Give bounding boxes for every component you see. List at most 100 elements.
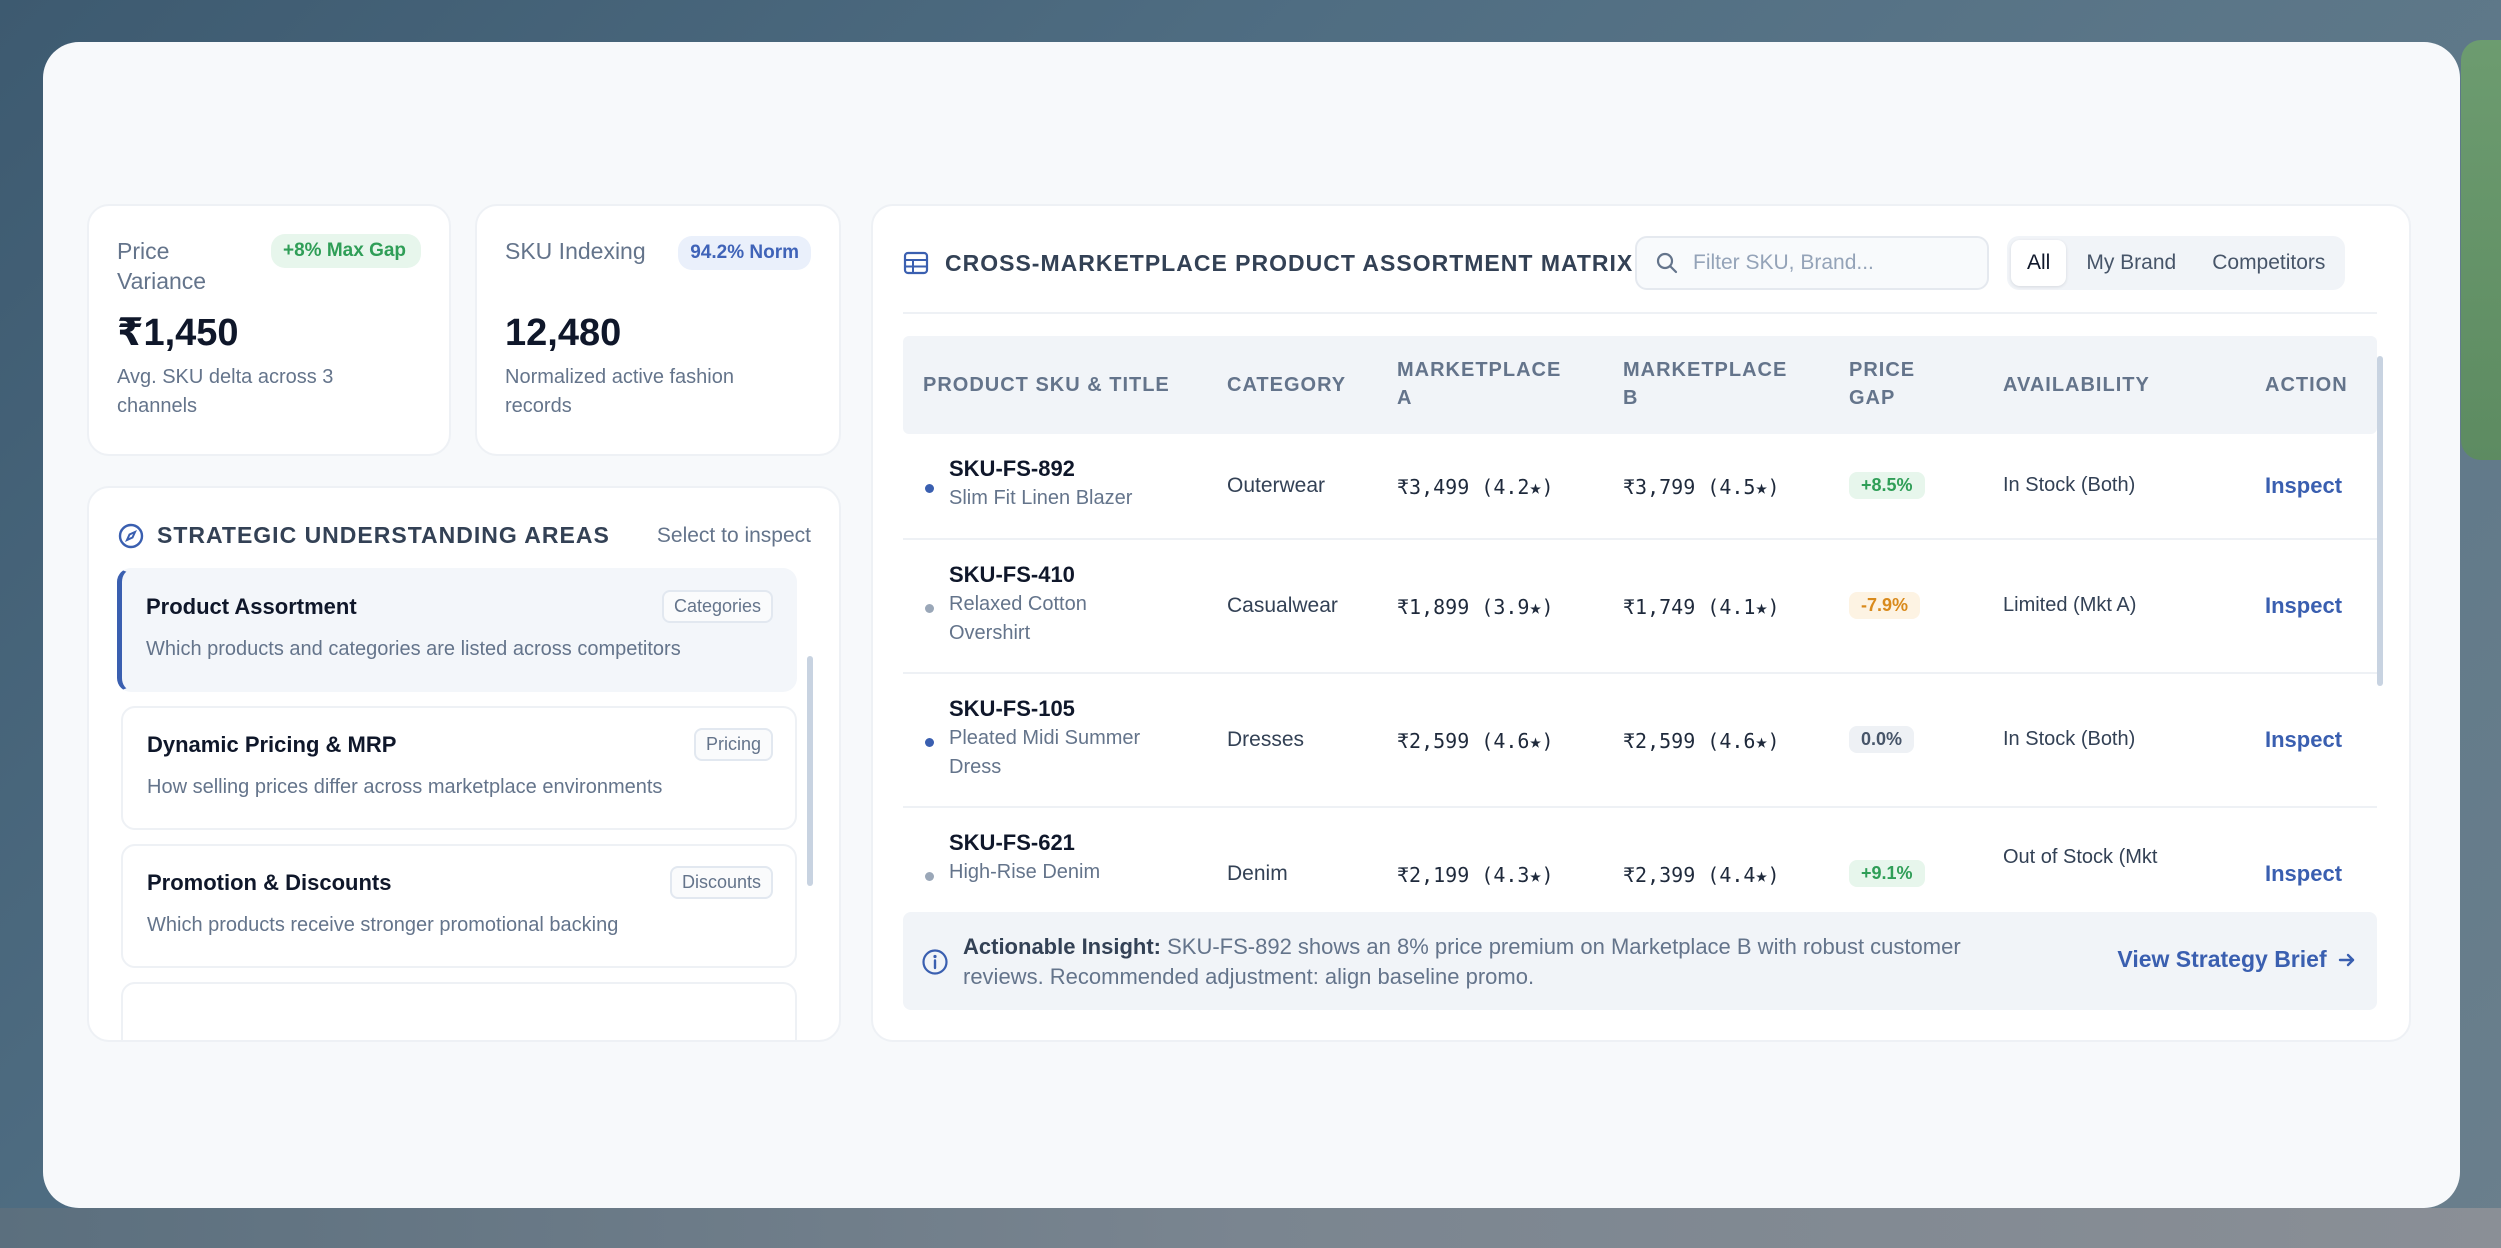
col-header-marketplace-a: MARKETPLACE A	[1397, 359, 1562, 409]
view-strategy-brief-link[interactable]: View Strategy Brief	[2117, 946, 2357, 973]
marketplace-a-cell: ₹1,899 (3.9★)	[1397, 595, 1554, 619]
sku-title: Relaxed Cotton	[949, 593, 1087, 615]
sku-id: SKU-FS-621	[949, 830, 1075, 855]
background-foliage	[2461, 40, 2501, 460]
sku-title: Slim Fit Linen Blazer	[949, 487, 1133, 509]
assortment-matrix-panel: CROSS-MARKETPLACE PRODUCT ASSORTMENT MAT…	[871, 204, 2411, 1042]
table-row: SKU-FS-410 Relaxed Cotton Overshirt Casu…	[903, 540, 2377, 674]
availability-cell: Out of Stock (Mkt	[2003, 846, 2158, 868]
strategic-item-tag: Categories	[661, 590, 773, 623]
sku-cell: SKU-FS-892 Slim Fit Linen Blazer	[949, 456, 1132, 513]
table-row: SKU-FS-621 High-Rise Denim Denim ₹2,199 …	[903, 808, 2377, 912]
strategic-panel: STRATEGIC UNDERSTANDING AREAS Select to …	[87, 486, 841, 1042]
scrollbar[interactable]	[807, 656, 813, 886]
kpi-subtitle: Normalized active fashion records	[505, 366, 734, 417]
section-hint: Select to inspect	[656, 524, 811, 547]
price-gap-badge: +9.1%	[1849, 860, 1925, 887]
kpi-label: Price Variance	[117, 238, 207, 294]
insight-lead: Actionable Insight:	[963, 934, 1161, 959]
marketplace-a-cell: ₹3,499 (4.2★)	[1397, 475, 1554, 499]
info-icon	[922, 949, 948, 975]
kpi-value: ₹1,450	[117, 312, 239, 354]
strategic-item-next[interactable]	[121, 982, 797, 1040]
table-scrollbar[interactable]	[2377, 356, 2383, 686]
table-row: SKU-FS-105 Pleated Midi Summer Dress Dre…	[903, 674, 2377, 808]
search-box[interactable]	[1635, 236, 1989, 290]
insight-banner: Actionable Insight: SKU-FS-892 shows an …	[903, 912, 2377, 1010]
col-header-category: CATEGORY	[1227, 374, 1347, 396]
search-icon	[1656, 252, 1678, 274]
col-header-sku: PRODUCT SKU & TITLE	[923, 374, 1170, 396]
col-header-availability: AVAILABILITY	[2003, 374, 2150, 396]
col-header-action: ACTION	[2265, 374, 2348, 396]
strategic-item-tag: Pricing	[693, 728, 773, 761]
strategic-item-title: Dynamic Pricing & MRP	[147, 732, 397, 757]
sku-cell: SKU-FS-105 Pleated Midi Summer Dress	[949, 696, 1140, 782]
strategic-item-desc: How selling prices differ across marketp…	[147, 776, 663, 798]
inspect-link[interactable]: Inspect	[2265, 473, 2343, 498]
table-header: PRODUCT SKU & TITLE CATEGORY MARKETPLACE…	[903, 336, 2377, 434]
insight-text: Actionable Insight: SKU-FS-892 shows an …	[963, 932, 2043, 992]
strategic-item-tag: Discounts	[669, 866, 773, 899]
status-dot	[925, 872, 934, 881]
kpi-subtitle: Avg. SKU delta across 3 channels	[117, 366, 334, 417]
price-gap-badge: -7.9%	[1849, 592, 1921, 619]
section-title: STRATEGIC UNDERSTANDING AREAS	[157, 522, 610, 548]
price-gap-badge: 0.0%	[1849, 726, 1915, 753]
strategic-item-title: Promotion & Discounts	[147, 870, 392, 895]
category-cell: Outerwear	[1227, 474, 1326, 497]
background-bottom	[0, 1208, 2501, 1248]
search-input[interactable]	[1693, 251, 1973, 275]
arrow-right-icon	[2338, 953, 2355, 967]
price-gap-badge: +8.5%	[1849, 472, 1925, 499]
dashboard-card: Price Variance +8% Max Gap ₹1,450 Avg. S…	[43, 42, 2460, 1208]
inspect-link[interactable]: Inspect	[2265, 593, 2343, 618]
marketplace-b-cell: ₹1,749 (4.1★)	[1623, 595, 1780, 619]
filter-competitors[interactable]: Competitors	[2212, 251, 2326, 274]
table-icon	[903, 251, 929, 275]
filter-my-brand[interactable]: My Brand	[2086, 251, 2177, 274]
brief-label: View Strategy Brief	[2117, 946, 2327, 972]
availability-cell: In Stock (Both)	[2003, 474, 2136, 496]
marketplace-b-cell: ₹2,399 (4.4★)	[1623, 863, 1780, 887]
strategic-item-product-assortment[interactable]: Product Assortment Which products and ca…	[117, 568, 797, 692]
strategic-item-title: Product Assortment	[146, 594, 357, 619]
insight-body: SKU-FS-892 shows an 8% price premium on …	[963, 934, 1961, 989]
marketplace-b-cell: ₹3,799 (4.5★)	[1623, 475, 1780, 499]
sku-title: High-Rise Denim	[949, 861, 1101, 883]
marketplace-b-cell: ₹2,599 (4.6★)	[1623, 729, 1780, 753]
header-divider	[903, 312, 2377, 314]
sku-cell: SKU-FS-621 High-Rise Denim	[949, 830, 1100, 887]
status-dot	[925, 604, 934, 613]
col-header-marketplace-b: MARKETPLACE B	[1623, 359, 1788, 409]
sku-title-line2: Overshirt	[949, 622, 1031, 644]
strategic-item-promotion[interactable]: Promotion & Discounts Which products rec…	[121, 844, 797, 968]
availability-cell: In Stock (Both)	[2003, 728, 2136, 750]
inspect-link[interactable]: Inspect	[2265, 727, 2343, 752]
kpi-badge: 94.2% Norm	[678, 236, 811, 270]
filter-segmented-control: All My Brand Competitors	[2007, 236, 2346, 290]
matrix-title: CROSS-MARKETPLACE PRODUCT ASSORTMENT MAT…	[945, 250, 1634, 276]
category-cell: Dresses	[1227, 728, 1305, 751]
marketplace-a-cell: ₹2,199 (4.3★)	[1397, 863, 1554, 887]
compass-icon	[118, 523, 144, 549]
sku-title-line2: Dress	[949, 756, 1002, 778]
kpi-price-variance: Price Variance +8% Max Gap ₹1,450 Avg. S…	[87, 204, 451, 456]
strategic-item-desc: Which products and categories are listed…	[146, 638, 681, 660]
col-header-price-gap: PRICE GAP	[1849, 359, 1916, 409]
sku-id: SKU-FS-892	[949, 456, 1075, 481]
availability-cell: Limited (Mkt A)	[2003, 594, 2137, 616]
filter-all[interactable]: All	[2011, 240, 2067, 286]
strategic-item-dynamic-pricing[interactable]: Dynamic Pricing & MRP How selling prices…	[121, 706, 797, 830]
category-cell: Casualwear	[1227, 594, 1338, 617]
table-row: SKU-FS-892 Slim Fit Linen Blazer Outerwe…	[903, 434, 2377, 540]
sku-title: Pleated Midi Summer	[949, 727, 1141, 749]
status-dot	[925, 738, 934, 747]
kpi-badge: +8% Max Gap	[271, 234, 421, 268]
kpi-label: SKU Indexing	[505, 238, 646, 264]
inspect-link[interactable]: Inspect	[2265, 861, 2343, 886]
category-cell: Denim	[1227, 862, 1288, 885]
kpi-value: 12,480	[505, 312, 622, 354]
sku-id: SKU-FS-105	[949, 696, 1075, 721]
marketplace-a-cell: ₹2,599 (4.6★)	[1397, 729, 1554, 753]
